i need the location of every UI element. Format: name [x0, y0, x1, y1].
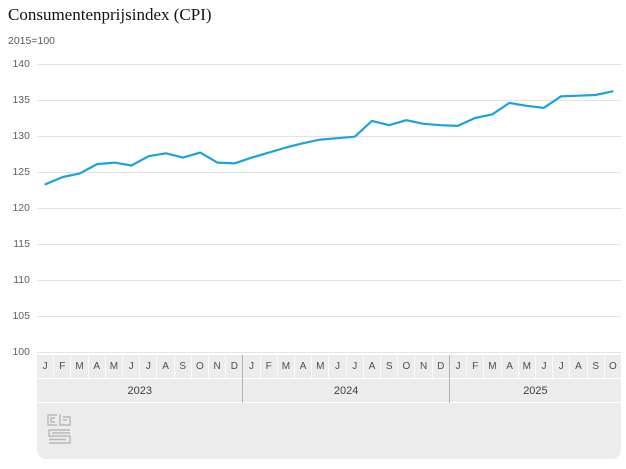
month-label: M	[484, 355, 502, 379]
year-label: 2025	[449, 379, 622, 403]
cpi-line	[44, 90, 614, 186]
month-label: M	[519, 355, 536, 379]
month-label: S	[175, 355, 192, 379]
gridline	[37, 136, 621, 137]
month-label: O	[609, 361, 617, 373]
month-label: D	[230, 361, 238, 373]
cbs-logo	[47, 414, 71, 444]
month-label: J	[536, 355, 554, 379]
unit-note: 2015=100	[8, 35, 56, 47]
month-label: A	[570, 355, 588, 379]
month-label: J	[37, 355, 55, 379]
month-label: J	[243, 355, 261, 379]
month-label: F	[54, 355, 72, 379]
y-tick-label: 105	[12, 309, 30, 322]
month-label: A	[502, 355, 519, 379]
month-label: N	[209, 355, 227, 379]
gridline	[37, 280, 621, 281]
gridline	[37, 352, 621, 353]
month-label: J	[450, 355, 468, 379]
y-tick-label: 125	[12, 165, 30, 178]
gridline	[37, 244, 621, 245]
y-tick-label: 135	[12, 93, 30, 106]
year-label: 2024	[243, 379, 449, 403]
month-label: S	[381, 355, 399, 379]
month-label: A	[157, 355, 175, 379]
month-label: J	[553, 355, 571, 379]
gridline	[37, 208, 621, 209]
month-label: A	[89, 355, 106, 379]
gridline	[37, 316, 621, 317]
month-label: A	[295, 355, 313, 379]
y-tick-label: 100	[12, 345, 30, 358]
gridline	[37, 64, 621, 65]
month-label: J	[123, 355, 141, 379]
x-axis-band: J F M A M J J A S O N D 2023 J F M A M J J A S O N D 2024 J F M A M J J A…	[37, 355, 622, 459]
y-tick-label: 115	[13, 237, 30, 250]
month-label: M	[278, 355, 296, 379]
month-label: F	[261, 355, 278, 379]
y-tick-label: 110	[13, 273, 30, 286]
year-group: J F M A M J J A S O 2025	[449, 355, 622, 403]
gridline	[37, 172, 621, 173]
plot-area[interactable]	[37, 56, 621, 356]
page-title: Consumentenprijsindex (CPI)	[8, 5, 212, 24]
month-label: M	[106, 355, 124, 379]
x-axis-year-groups: J F M A M J J A S O N D 2023 J F M A M J J A S O N D 2024 J F M A M J J A…	[37, 355, 622, 403]
y-tick-label: 130	[12, 129, 30, 142]
year-group: J F M A M J J A S O N D 2024	[243, 355, 450, 403]
month-label: O	[398, 355, 416, 379]
y-tick-label: 140	[12, 57, 30, 70]
year-label: 2023	[37, 379, 243, 403]
month-label: J	[140, 355, 158, 379]
month-label: J	[329, 355, 347, 379]
month-label: O	[192, 355, 210, 379]
month-label: A	[364, 355, 382, 379]
month-label: M	[312, 355, 330, 379]
y-tick-label: 120	[12, 201, 30, 214]
month-label: S	[588, 355, 605, 379]
month-label: D	[437, 361, 445, 373]
month-label: N	[415, 355, 433, 379]
year-group: J F M A M J J A S O N D 2023	[37, 355, 244, 403]
gridline	[37, 100, 621, 101]
month-label: M	[71, 355, 89, 379]
month-label: J	[347, 355, 364, 379]
month-label: F	[467, 355, 485, 379]
